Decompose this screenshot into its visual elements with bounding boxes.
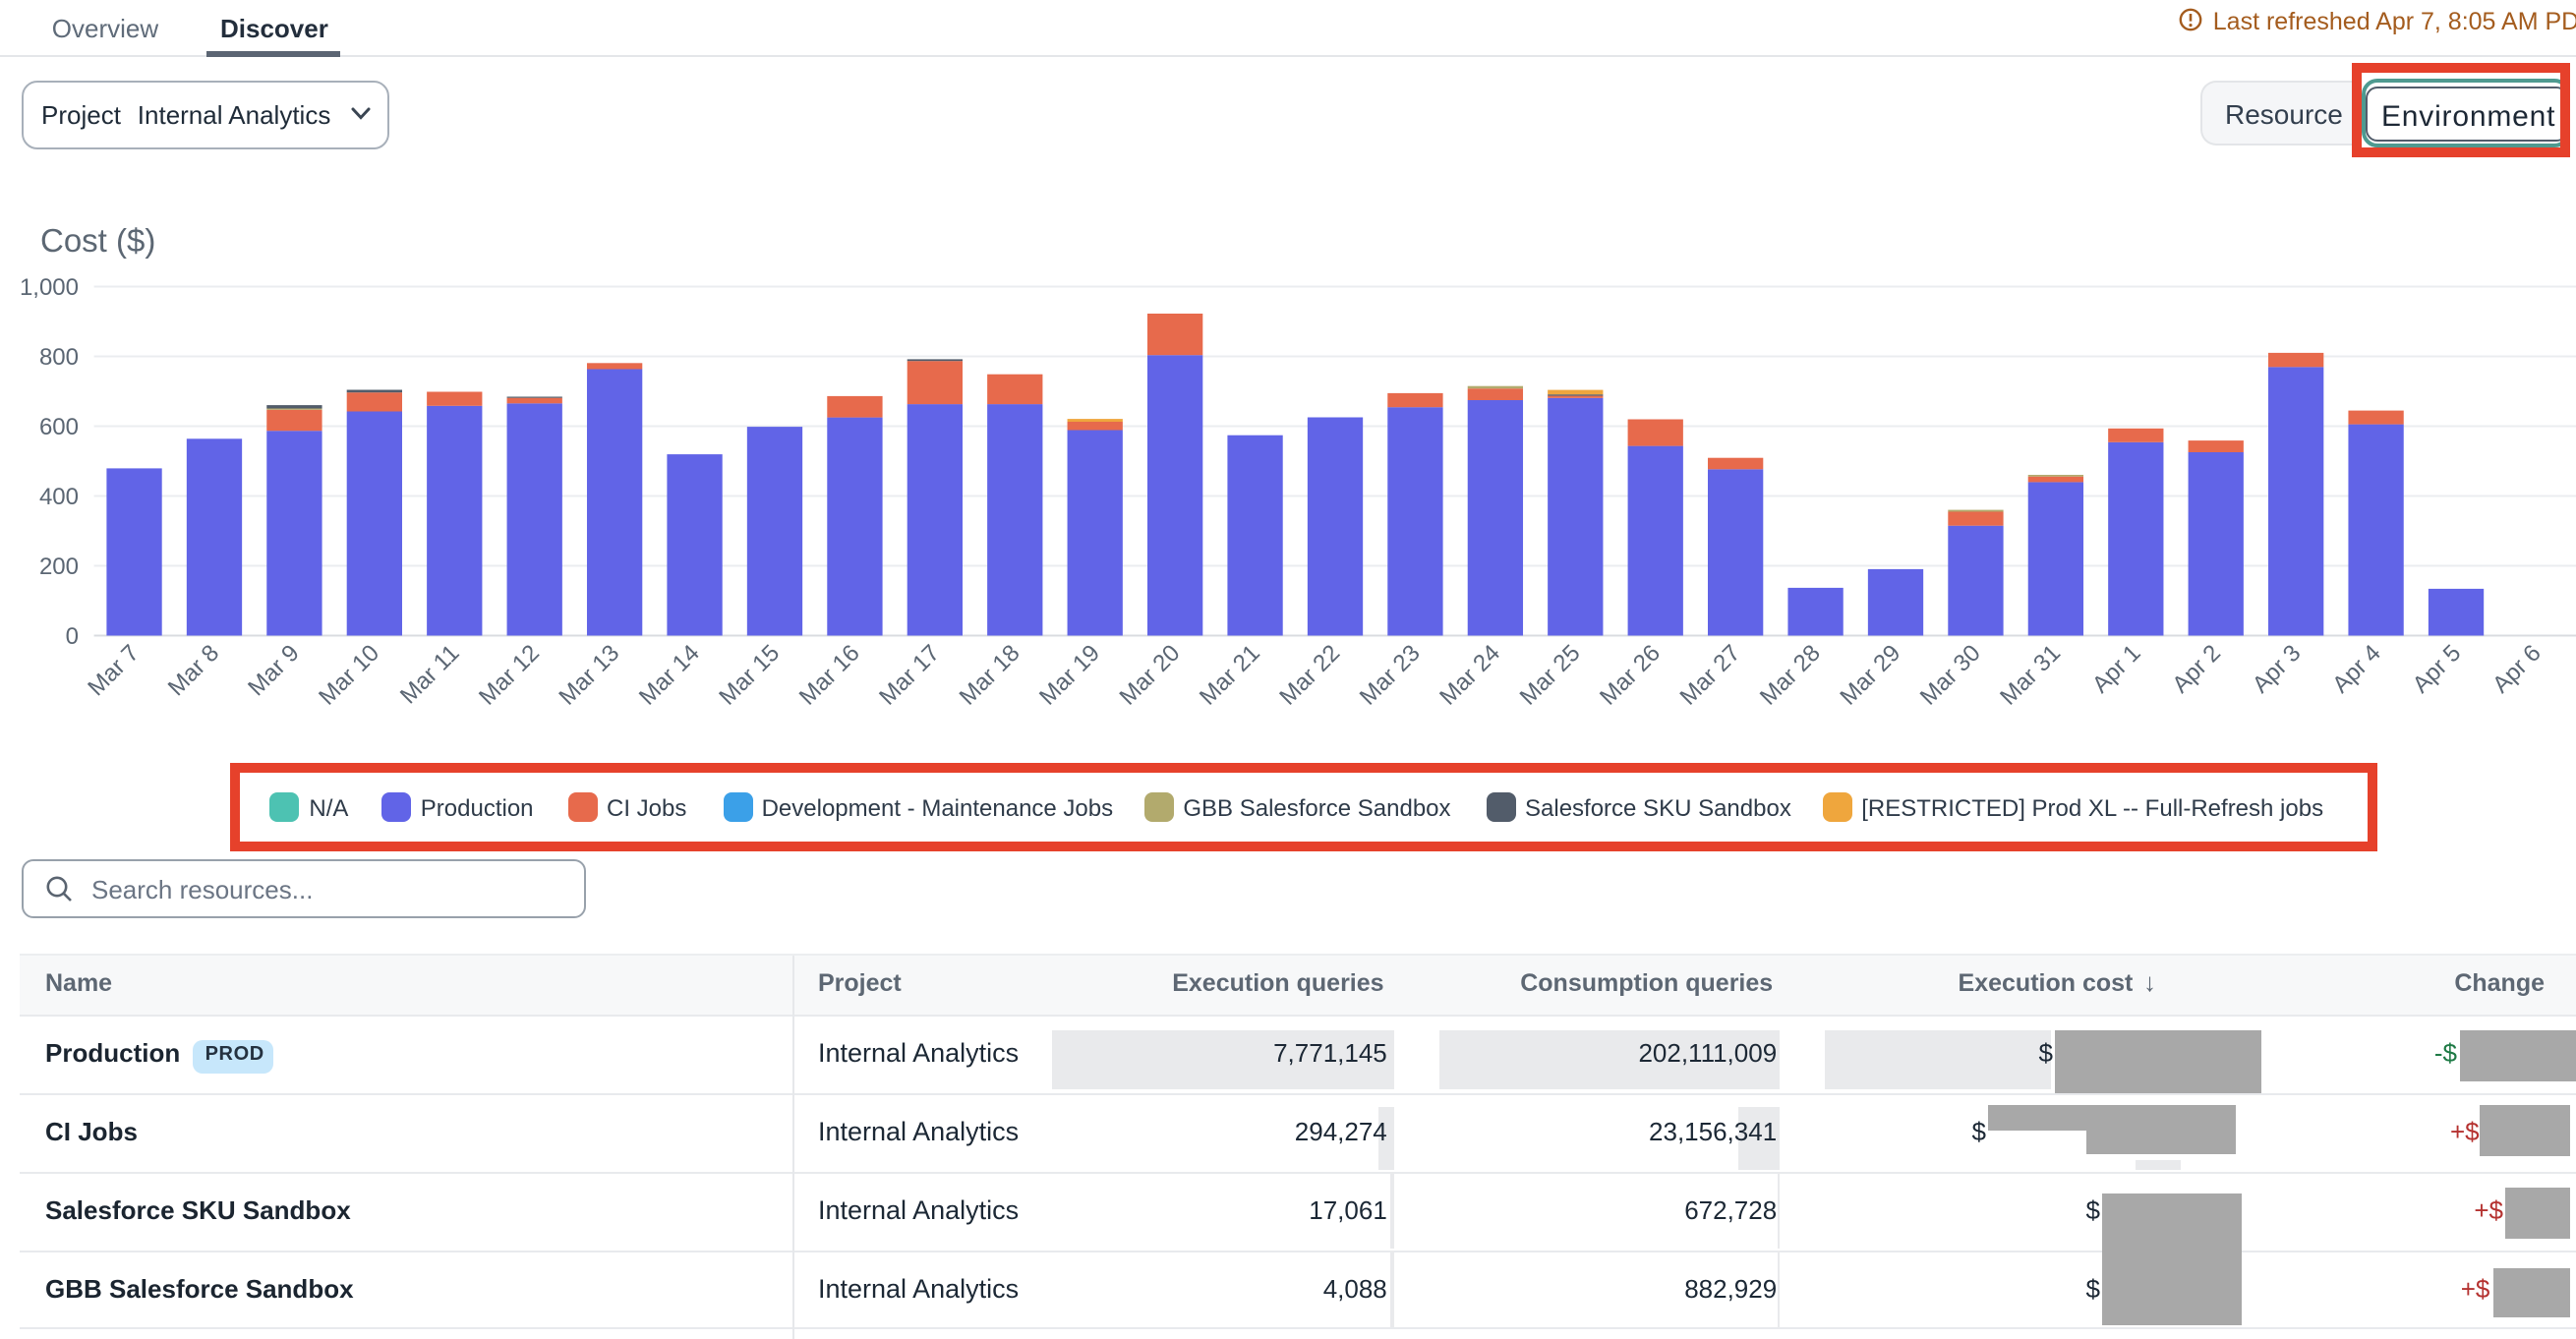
svg-text:Mar 8: Mar 8 [163, 640, 224, 701]
svg-text:Mar 17: Mar 17 [874, 640, 945, 711]
svg-text:Mar 21: Mar 21 [1195, 640, 1265, 711]
svg-text:800: 800 [39, 344, 79, 371]
svg-text:Mar 20: Mar 20 [1114, 640, 1185, 711]
svg-text:Mar 9: Mar 9 [243, 640, 304, 701]
svg-text:600: 600 [39, 414, 79, 440]
svg-text:Mar 24: Mar 24 [1434, 640, 1505, 711]
svg-text:Mar 26: Mar 26 [1595, 640, 1666, 711]
svg-text:Mar 30: Mar 30 [1915, 640, 1986, 711]
svg-text:200: 200 [39, 553, 79, 580]
svg-text:Mar 19: Mar 19 [1034, 640, 1105, 711]
svg-text:Apr 2: Apr 2 [2167, 640, 2226, 699]
svg-text:Mar 16: Mar 16 [794, 640, 865, 711]
svg-text:Mar 12: Mar 12 [474, 640, 545, 711]
svg-text:Apr 5: Apr 5 [2408, 640, 2467, 699]
svg-text:Mar 28: Mar 28 [1755, 640, 1826, 711]
svg-text:Mar 14: Mar 14 [634, 640, 705, 711]
svg-text:Mar 25: Mar 25 [1515, 640, 1586, 711]
svg-text:Mar 10: Mar 10 [314, 640, 384, 711]
svg-text:Apr 6: Apr 6 [2488, 640, 2547, 699]
svg-text:Mar 18: Mar 18 [955, 640, 1025, 711]
svg-text:0: 0 [66, 623, 79, 650]
svg-text:Mar 13: Mar 13 [554, 640, 624, 711]
svg-text:Mar 23: Mar 23 [1355, 640, 1426, 711]
svg-text:Mar 29: Mar 29 [1835, 640, 1905, 711]
svg-text:Apr 1: Apr 1 [2087, 640, 2146, 699]
svg-text:Mar 27: Mar 27 [1674, 640, 1745, 711]
svg-text:Mar 22: Mar 22 [1274, 640, 1345, 711]
svg-text:Apr 3: Apr 3 [2248, 640, 2307, 699]
svg-text:400: 400 [39, 484, 79, 510]
svg-text:Apr 4: Apr 4 [2327, 640, 2386, 699]
svg-text:Mar 15: Mar 15 [714, 640, 785, 711]
svg-text:Mar 11: Mar 11 [395, 640, 465, 710]
svg-text:Mar 7: Mar 7 [83, 640, 144, 701]
svg-text:Mar 31: Mar 31 [1995, 640, 2066, 711]
svg-text:1,000: 1,000 [20, 274, 79, 301]
